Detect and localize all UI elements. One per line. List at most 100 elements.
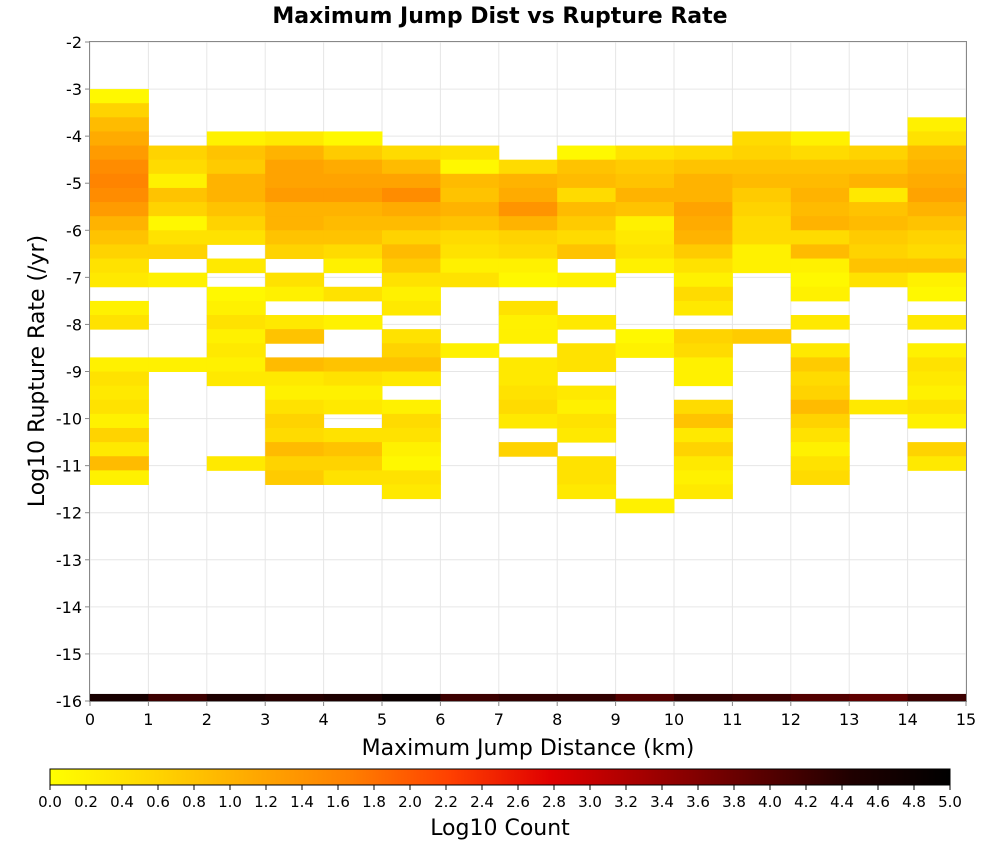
heatmap-cell	[382, 230, 441, 245]
colorbar-tick-label: 2.6	[506, 793, 530, 811]
heatmap-cell	[790, 470, 850, 485]
heatmap-cell	[323, 173, 383, 189]
x-tick-label: 1	[143, 710, 153, 729]
heatmap-cell	[498, 202, 558, 217]
heatmap-cell	[265, 371, 325, 387]
heatmap-cell	[674, 202, 733, 217]
colorbar-tick-label: 5.0	[938, 793, 962, 811]
heatmap-cell	[674, 216, 733, 231]
heatmap-cell	[790, 173, 850, 189]
heatmap-cell	[265, 413, 325, 429]
heatmap-cell	[498, 230, 558, 245]
heatmap-cell	[907, 272, 967, 288]
heatmap-cell	[323, 427, 383, 443]
heatmap-cell	[265, 187, 325, 203]
y-axis-ticks: -2 -3 -4 -5 -6 -7 -8 -9 -10 -11 -12 -13 -14 -15 -16	[56, 33, 90, 711]
heatmap-cell	[674, 413, 733, 429]
heatmap-cell	[849, 258, 909, 274]
heatmap-cell-bottom	[732, 693, 792, 701]
heatmap-cell	[440, 272, 500, 288]
heatmap-cell	[790, 399, 850, 415]
heatmap-cell	[674, 399, 733, 415]
heatmap-cell	[907, 286, 967, 302]
heatmap-cell	[148, 357, 208, 372]
heatmap-cell	[323, 442, 383, 457]
heatmap-cell	[674, 329, 733, 344]
heatmap-cell	[674, 258, 733, 274]
heatmap-cell-bottom	[557, 693, 617, 701]
heatmap-cell	[557, 173, 617, 189]
heatmap-cell	[790, 286, 850, 302]
y-tick-label: -3	[66, 80, 82, 99]
heatmap-cell	[849, 230, 909, 245]
heatmap-cell	[206, 145, 266, 161]
heatmap-cell	[90, 399, 149, 415]
heatmap-cell	[557, 357, 617, 372]
heatmap-cell	[440, 343, 500, 358]
colorbar-tick-label: 3.2	[614, 793, 638, 811]
heatmap-cell	[90, 103, 149, 118]
colorbar-tick-label: 4.2	[794, 793, 818, 811]
heatmap-cell	[206, 159, 266, 175]
heatmap-cell	[790, 456, 850, 471]
heatmap-cell	[382, 145, 441, 161]
colorbar-tick-label: 1.2	[254, 793, 278, 811]
heatmap-cell	[265, 399, 325, 415]
heatmap-cell	[732, 145, 792, 161]
heatmap-cell	[790, 230, 850, 245]
heatmap-cell	[907, 399, 967, 415]
heatmap-cell	[674, 173, 733, 189]
heatmap-cell	[90, 371, 149, 387]
heatmap-cell	[674, 145, 733, 161]
heatmap-cell-bottom	[615, 693, 675, 701]
heatmap-cell	[732, 131, 792, 147]
heatmap-cell	[90, 385, 149, 401]
heatmap-cell	[265, 315, 325, 330]
heatmap-cell	[382, 456, 441, 471]
colorbar-tick-label: 3.0	[578, 793, 602, 811]
y-tick-label: -10	[56, 410, 82, 429]
heatmap-cell	[907, 145, 967, 161]
heatmap-cell	[907, 385, 967, 401]
heatmap-cell	[440, 244, 500, 260]
heatmap-cell	[90, 244, 149, 260]
heatmap-cell	[148, 230, 208, 245]
y-tick-label: -9	[66, 363, 82, 382]
heatmap-cell-bottom	[323, 693, 383, 701]
heatmap-cell	[265, 230, 325, 245]
x-tick-label: 10	[664, 710, 684, 729]
heatmap-cell	[382, 286, 441, 302]
heatmap-cell	[323, 216, 383, 231]
heatmap-cell	[615, 244, 675, 260]
heatmap-cell	[907, 371, 967, 387]
heatmap-cell	[907, 456, 967, 471]
heatmap-cell	[790, 159, 850, 175]
heatmap-cell	[907, 159, 967, 175]
chart-title: Maximum Jump Dist vs Rupture Rate	[272, 4, 727, 29]
heatmap-cell	[323, 456, 383, 471]
heatmap-cell-bottom	[849, 693, 909, 701]
heatmap-cell	[90, 187, 149, 203]
x-tick-label: 14	[897, 710, 917, 729]
heatmap-cell	[849, 216, 909, 231]
colorbar-tick-label: 0.8	[182, 793, 206, 811]
heatmap-cell	[90, 442, 149, 457]
heatmap-cell	[265, 470, 325, 485]
heatmap-cell	[790, 442, 850, 457]
colorbar-tick-label: 4.4	[830, 793, 854, 811]
colorbar-tick-label: 3.4	[650, 793, 674, 811]
heatmap-cell	[90, 202, 149, 217]
x-tick-label: 4	[319, 710, 329, 729]
heatmap-cell	[148, 272, 208, 288]
colorbar-tick-label: 2.2	[434, 793, 458, 811]
heatmap-cell	[732, 216, 792, 231]
heatmap-cell	[90, 258, 149, 274]
heatmap-cell	[849, 159, 909, 175]
heatmap-cell	[907, 117, 967, 132]
heatmap-cell	[674, 456, 733, 471]
colorbar-tick-label: 2.8	[542, 793, 566, 811]
heatmap-cell	[615, 187, 675, 203]
y-axis-label: Log10 Rupture Rate (/yr)	[25, 235, 50, 507]
colorbar-tick-label: 4.0	[758, 793, 782, 811]
heatmap-cell	[90, 300, 149, 316]
